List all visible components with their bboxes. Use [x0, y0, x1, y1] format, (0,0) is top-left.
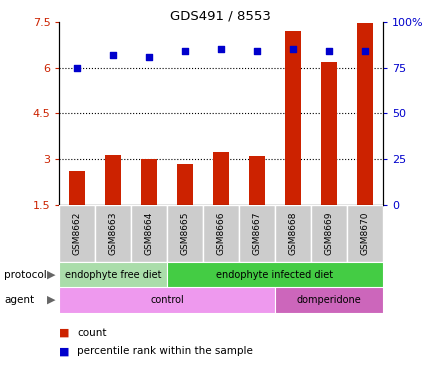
- Text: ■: ■: [59, 346, 70, 356]
- Point: [218, 46, 225, 52]
- FancyBboxPatch shape: [131, 205, 167, 262]
- Point: [182, 48, 189, 54]
- Text: GSM8670: GSM8670: [360, 212, 369, 255]
- Bar: [357, 23, 373, 205]
- FancyBboxPatch shape: [59, 287, 275, 313]
- Point: [110, 52, 117, 58]
- Text: GSM8665: GSM8665: [181, 212, 190, 255]
- Point: [74, 65, 81, 71]
- FancyBboxPatch shape: [203, 205, 239, 262]
- Bar: [213, 152, 229, 205]
- Text: ■: ■: [59, 328, 70, 338]
- FancyBboxPatch shape: [167, 205, 203, 262]
- Bar: [285, 31, 301, 205]
- Text: GSM8669: GSM8669: [324, 212, 334, 255]
- Point: [290, 46, 297, 52]
- Bar: [105, 155, 121, 205]
- Text: percentile rank within the sample: percentile rank within the sample: [77, 346, 253, 356]
- Text: count: count: [77, 328, 106, 338]
- Text: endophyte infected diet: endophyte infected diet: [216, 269, 334, 280]
- FancyBboxPatch shape: [275, 287, 383, 313]
- Text: control: control: [150, 295, 184, 305]
- Text: GSM8662: GSM8662: [73, 212, 82, 255]
- Text: domperidone: domperidone: [297, 295, 361, 305]
- Bar: [177, 164, 193, 205]
- FancyBboxPatch shape: [347, 205, 383, 262]
- Text: endophyte free diet: endophyte free diet: [65, 269, 161, 280]
- FancyBboxPatch shape: [239, 205, 275, 262]
- FancyBboxPatch shape: [275, 205, 311, 262]
- FancyBboxPatch shape: [167, 262, 383, 287]
- FancyBboxPatch shape: [311, 205, 347, 262]
- Bar: [249, 156, 265, 205]
- Text: ▶: ▶: [47, 269, 55, 280]
- Text: GSM8666: GSM8666: [216, 212, 226, 255]
- Point: [361, 48, 368, 54]
- Point: [253, 48, 260, 54]
- Text: GDS491 / 8553: GDS491 / 8553: [169, 9, 271, 22]
- Text: ▶: ▶: [47, 295, 55, 305]
- Point: [326, 48, 333, 54]
- FancyBboxPatch shape: [59, 205, 95, 262]
- Text: protocol: protocol: [4, 269, 47, 280]
- Text: agent: agent: [4, 295, 34, 305]
- Bar: [69, 171, 85, 205]
- Text: GSM8668: GSM8668: [289, 212, 297, 255]
- Point: [146, 54, 153, 60]
- Bar: [321, 61, 337, 205]
- FancyBboxPatch shape: [95, 205, 131, 262]
- Text: GSM8663: GSM8663: [109, 212, 118, 255]
- FancyBboxPatch shape: [59, 262, 167, 287]
- Text: GSM8664: GSM8664: [145, 212, 154, 255]
- Bar: [141, 159, 158, 205]
- Text: GSM8667: GSM8667: [253, 212, 261, 255]
